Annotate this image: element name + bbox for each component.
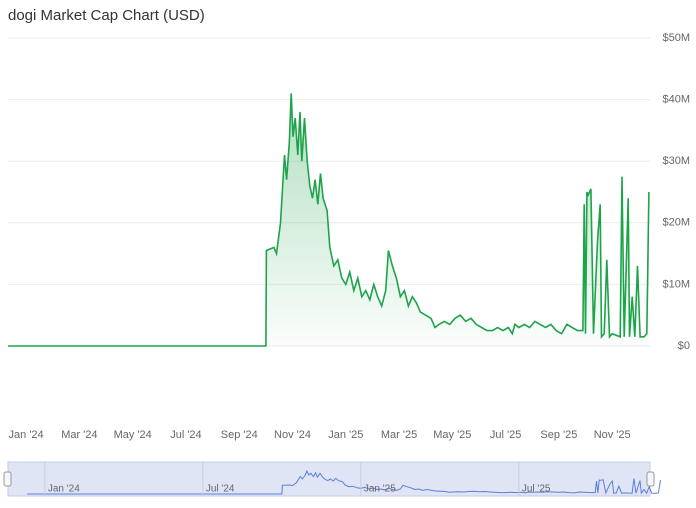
- x-tick-label: Jul '25: [490, 429, 521, 441]
- y-tick-label: $10M: [662, 278, 690, 290]
- x-tick-label: May '24: [114, 429, 152, 441]
- navigator-tick-label: Jan '25: [364, 484, 396, 495]
- x-tick-label: May '25: [433, 429, 471, 441]
- x-tick-label: Jan '24: [9, 429, 44, 441]
- x-tick-label: Jul '24: [170, 429, 201, 441]
- y-tick-label: $40M: [662, 94, 690, 106]
- y-tick-label: $0: [678, 340, 690, 352]
- navigator-tick-label: Jul '24: [206, 484, 235, 495]
- chart-title: dogi Market Cap Chart (USD): [8, 7, 205, 24]
- navigator-tick-label: Jan '24: [48, 484, 80, 495]
- x-tick-label: Nov '24: [274, 429, 311, 441]
- navigator-tick-label: Jul '25: [522, 484, 551, 495]
- x-tick-label: Nov '25: [594, 429, 631, 441]
- y-tick-label: $30M: [662, 155, 690, 167]
- x-tick-label: Mar '25: [381, 429, 417, 441]
- line: [8, 93, 650, 347]
- y-tick-label: $20M: [662, 217, 690, 229]
- navigator-line: [27, 469, 661, 495]
- navigator-handle-left[interactable]: [3, 471, 12, 487]
- y-tick-label: $50M: [662, 32, 690, 44]
- navigator-handle-right[interactable]: [646, 471, 655, 487]
- x-tick-label: Sep '24: [221, 429, 258, 441]
- x-tick-label: Jan '25: [328, 429, 363, 441]
- x-tick-label: Mar '24: [61, 429, 97, 441]
- x-tick-label: Sep '25: [540, 429, 577, 441]
- navigator-window[interactable]: [7, 461, 651, 497]
